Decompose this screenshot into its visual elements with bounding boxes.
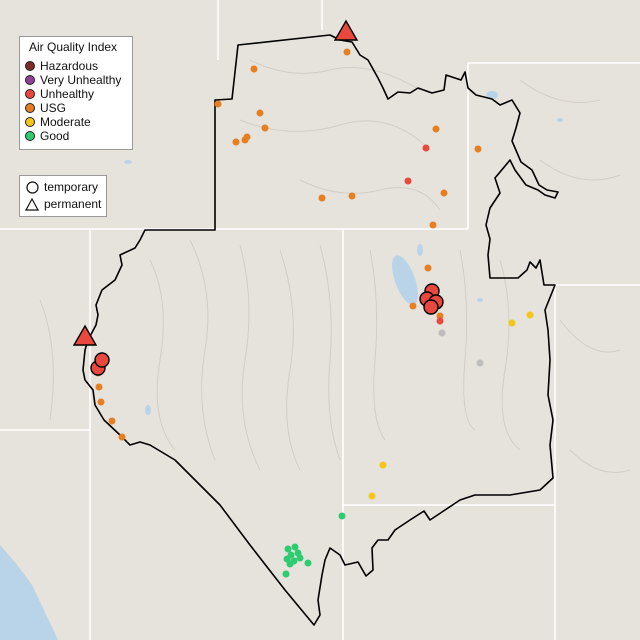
monitor-usg (256, 109, 264, 117)
legend-item-moderate: Moderate (25, 115, 91, 129)
legend-item-very-unhealthy: Very Unhealthy (25, 73, 121, 87)
monitor-good (296, 554, 304, 562)
monitor-no-data (438, 329, 446, 337)
monitor-no-data (476, 359, 484, 367)
monitor-usg (436, 312, 444, 320)
legend-item-hazardous: Hazardous (25, 59, 98, 73)
good-monitors[interactable] (282, 512, 346, 578)
monitor-good (282, 570, 290, 578)
monitor-unhealthy (422, 144, 430, 152)
monitor-usg (118, 433, 126, 441)
monitor-usg (97, 398, 105, 406)
legend-item-good: Good (25, 129, 69, 143)
monitor-usg (343, 48, 351, 56)
monitor-permanent-unhealthy (72, 324, 98, 346)
aqi-legend: Air Quality Index Hazardous Very Unhealt… (19, 36, 133, 150)
monitor-moderate (508, 319, 516, 327)
legend-item-temporary: temporary (25, 180, 98, 194)
lakes (124, 91, 563, 415)
monitor-temporary-unhealthy (423, 299, 439, 315)
monitor-usg (95, 383, 103, 391)
triangle-icon (25, 197, 39, 211)
monitor-permanent-unhealthy (333, 19, 359, 41)
monitor-usg (432, 125, 440, 133)
monitor-moderate (368, 492, 376, 500)
terrain-shading (39, 59, 631, 473)
legend-item-label: Good (40, 129, 70, 143)
unhealthy-small-monitors[interactable] (404, 144, 444, 325)
monitor-moderate (379, 461, 387, 469)
usg-swatch-icon (25, 103, 35, 113)
legend-item-unhealthy: Unhealthy (25, 87, 94, 101)
monitor-type-legend: temporary permanent (19, 175, 107, 217)
monitor-usg (250, 65, 258, 73)
circle-icon (25, 180, 39, 194)
monitor-usg (243, 133, 251, 141)
legend-item-permanent: permanent (25, 197, 101, 211)
monitor-temporary-unhealthy (94, 352, 110, 368)
monitor-usg (440, 189, 448, 197)
monitor-usg (214, 100, 222, 108)
monitor-usg (232, 138, 240, 146)
monitor-usg (261, 124, 269, 132)
monitor-unhealthy (436, 317, 444, 325)
monitor-good (338, 512, 346, 520)
monitor-good (291, 543, 299, 551)
moderate-monitors[interactable] (368, 311, 534, 500)
legend-item-usg: USG (25, 101, 66, 115)
ocean (0, 545, 58, 640)
no-data-monitors (438, 329, 484, 367)
monitor-moderate (526, 311, 534, 319)
legend-item-label: temporary (44, 180, 99, 194)
monitor-unhealthy (404, 177, 412, 185)
unhealthy-swatch-icon (25, 89, 35, 99)
legend-item-label: Unhealthy (40, 87, 95, 101)
legend-item-label: Moderate (40, 115, 91, 129)
monitor-good (304, 559, 312, 567)
monitor-usg (348, 192, 356, 200)
legend-item-label: permanent (44, 197, 102, 211)
legend-item-label: Very Unhealthy (40, 73, 122, 87)
legend-title: Air Quality Index (29, 40, 118, 54)
monitor-usg (108, 417, 116, 425)
hazardous-swatch-icon (25, 61, 35, 71)
good-swatch-icon (25, 131, 35, 141)
moderate-swatch-icon (25, 117, 35, 127)
legend-item-label: Hazardous (40, 59, 99, 73)
monitor-usg (474, 145, 482, 153)
monitor-usg (424, 264, 432, 272)
permanent-unhealthy-monitors[interactable] (72, 19, 359, 346)
temporary-unhealthy-monitors[interactable] (90, 283, 444, 376)
very-unhealthy-swatch-icon (25, 75, 35, 85)
monitor-usg (429, 221, 437, 229)
legend-item-label: USG (40, 101, 67, 115)
monitor-usg (318, 194, 326, 202)
monitor-usg (409, 302, 417, 310)
monitor-good (284, 545, 292, 553)
monitor-good (286, 560, 294, 568)
usg-monitors[interactable] (94, 48, 482, 441)
